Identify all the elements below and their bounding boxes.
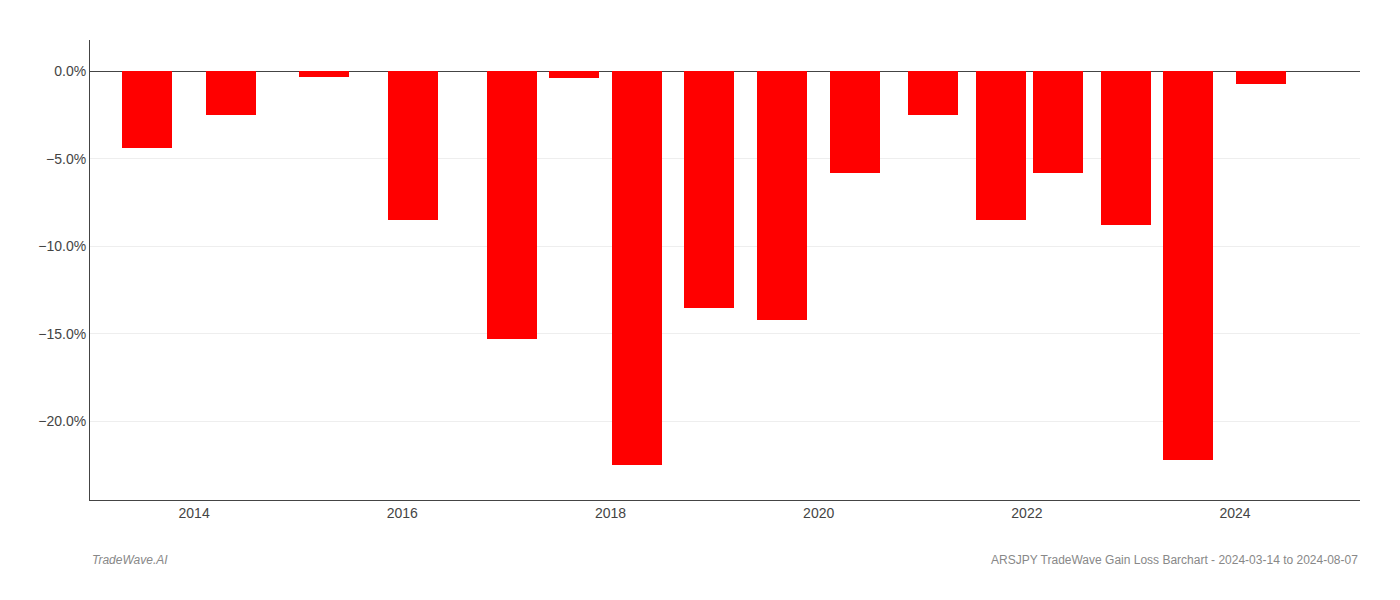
svg-text:−10.0%: −10.0% (38, 238, 86, 254)
svg-text:2018: 2018 (595, 505, 626, 521)
svg-text:0.0%: 0.0% (54, 63, 86, 79)
svg-text:2014: 2014 (179, 505, 210, 521)
svg-text:−5.0%: −5.0% (46, 151, 86, 167)
svg-text:2016: 2016 (387, 505, 418, 521)
svg-text:2022: 2022 (1011, 505, 1042, 521)
svg-text:−15.0%: −15.0% (38, 326, 86, 342)
svg-text:−20.0%: −20.0% (38, 413, 86, 429)
svg-text:ARSJPY TradeWave Gain Loss Bar: ARSJPY TradeWave Gain Loss Barchart - 20… (991, 553, 1358, 567)
svg-text:2020: 2020 (803, 505, 834, 521)
svg-text:TradeWave.AI: TradeWave.AI (92, 553, 168, 567)
svg-text:2024: 2024 (1220, 505, 1251, 521)
